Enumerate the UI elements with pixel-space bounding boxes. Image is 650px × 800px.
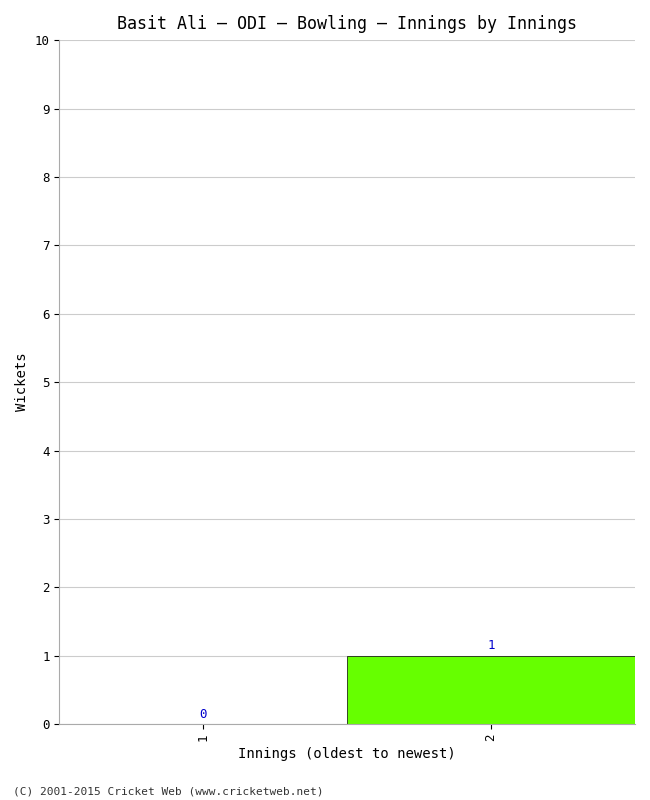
X-axis label: Innings (oldest to newest): Innings (oldest to newest)	[239, 747, 456, 761]
Text: 0: 0	[200, 708, 207, 721]
Bar	[347, 656, 635, 724]
Text: 1: 1	[488, 639, 495, 652]
Y-axis label: Wickets: Wickets	[15, 353, 29, 411]
Text: (C) 2001-2015 Cricket Web (www.cricketweb.net): (C) 2001-2015 Cricket Web (www.cricketwe…	[13, 786, 324, 796]
Title: Basit Ali – ODI – Bowling – Innings by Innings: Basit Ali – ODI – Bowling – Innings by I…	[117, 15, 577, 33]
